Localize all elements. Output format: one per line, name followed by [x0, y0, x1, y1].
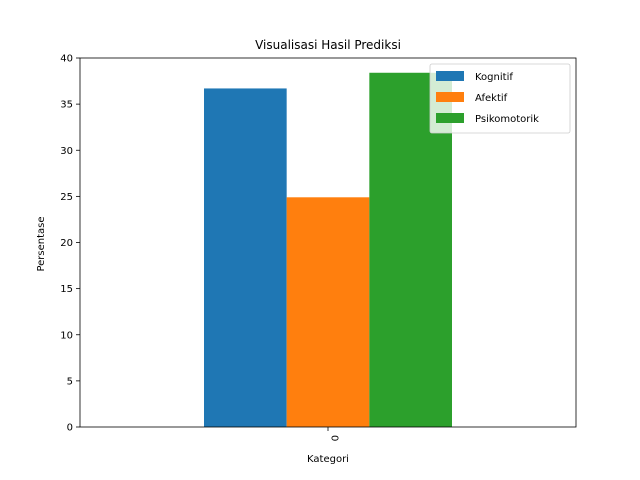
bar-kognitif [204, 88, 287, 427]
x-axis: 0 [327, 427, 340, 441]
y-tick-label: 10 [60, 330, 73, 341]
legend-label-kognitif: Kognitif [475, 72, 513, 83]
legend-swatch-afektif [436, 92, 464, 102]
y-tick-label: 0 [67, 423, 73, 434]
chart-title: Visualisasi Hasil Prediksi [255, 38, 401, 52]
y-tick-label: 40 [60, 54, 73, 65]
y-tick-label: 5 [67, 376, 73, 387]
legend-box [429, 63, 571, 134]
legend-label-psikomotorik: Psikomotorik [475, 114, 539, 125]
y-tick-label: 30 [60, 146, 73, 157]
y-tick-label: 25 [60, 192, 73, 203]
legend-swatch-kognitif [436, 71, 464, 81]
legend-label-afektif: Afektif [475, 93, 508, 104]
y-axis: 0 5 10 15 20 25 30 35 40 [60, 54, 80, 434]
y-tick-label: 15 [60, 284, 73, 295]
x-tick-label: 0 [329, 435, 340, 441]
y-tick-label: 35 [60, 100, 73, 111]
bar-afektif [286, 197, 370, 427]
legend-swatch-psikomotorik [436, 113, 464, 123]
y-tick-label: 20 [60, 238, 73, 249]
y-axis-label: Persentase [36, 216, 47, 271]
plot-area [79, 57, 577, 428]
legend: Kognitif Afektif Psikomotorik [429, 63, 571, 134]
x-axis-label: Kategori [307, 454, 349, 465]
